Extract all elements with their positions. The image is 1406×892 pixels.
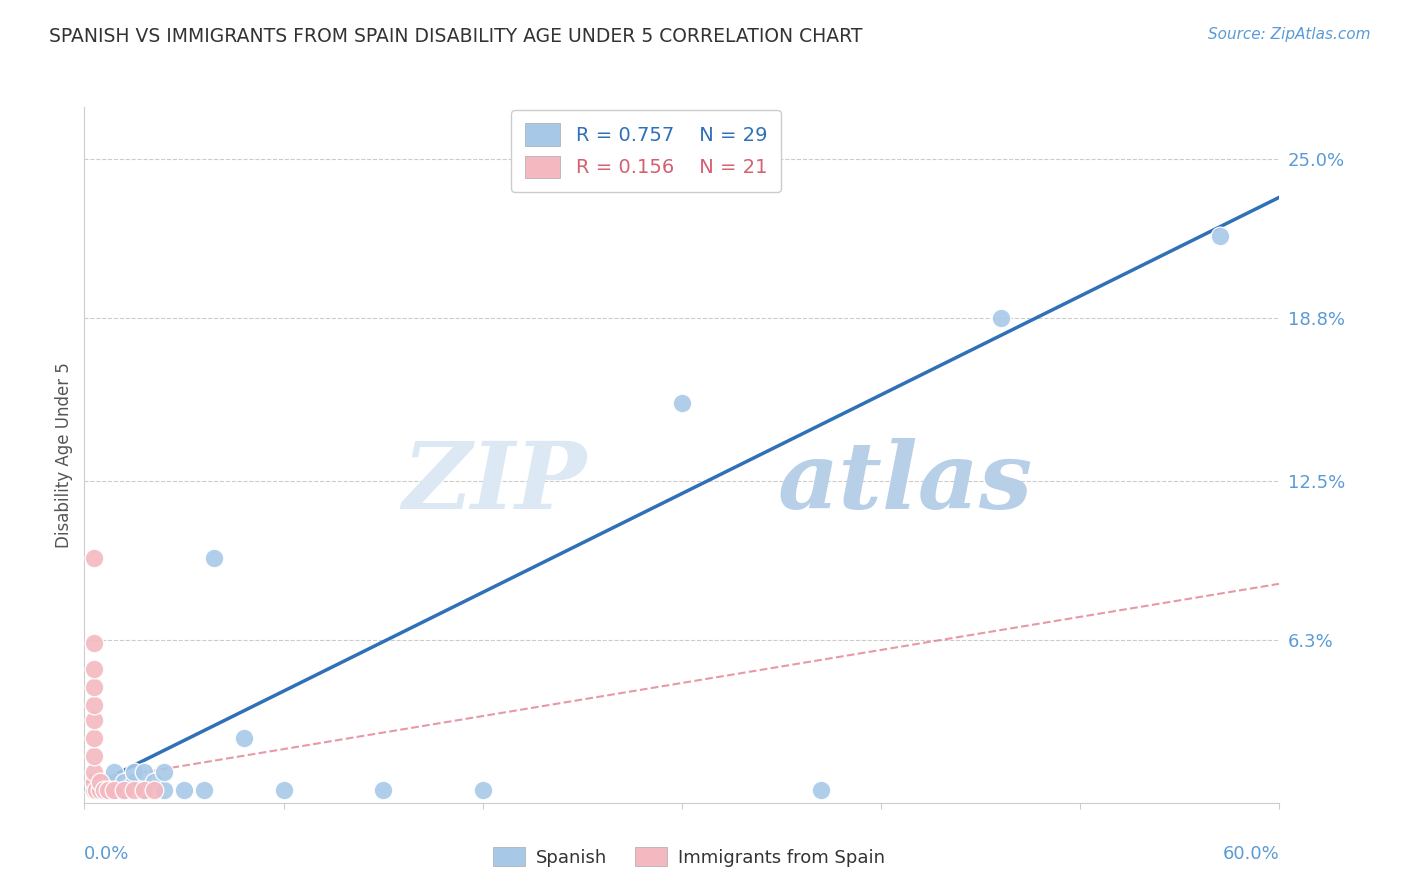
Legend: R = 0.757    N = 29, R = 0.156    N = 21: R = 0.757 N = 29, R = 0.156 N = 21 — [512, 110, 780, 192]
Legend: Spanish, Immigrants from Spain: Spanish, Immigrants from Spain — [485, 840, 893, 874]
Point — [371, 783, 394, 797]
Point — [89, 775, 111, 789]
Point — [97, 783, 120, 797]
Point — [83, 749, 105, 764]
Text: 60.0%: 60.0% — [1223, 845, 1279, 863]
Text: atlas: atlas — [778, 438, 1033, 528]
Point — [103, 783, 125, 797]
Text: Source: ZipAtlas.com: Source: ZipAtlas.com — [1208, 27, 1371, 42]
Point — [89, 783, 111, 797]
Point — [86, 783, 108, 797]
Point — [93, 783, 115, 797]
Point — [810, 783, 832, 797]
Text: 0.0%: 0.0% — [84, 845, 129, 863]
Point — [97, 783, 120, 797]
Point — [232, 731, 254, 746]
Point — [132, 764, 156, 779]
Point — [122, 783, 145, 797]
Point — [112, 783, 135, 797]
Text: SPANISH VS IMMIGRANTS FROM SPAIN DISABILITY AGE UNDER 5 CORRELATION CHART: SPANISH VS IMMIGRANTS FROM SPAIN DISABIL… — [49, 27, 863, 45]
Point — [89, 783, 111, 797]
Point — [103, 775, 125, 789]
Point — [132, 783, 156, 797]
Point — [83, 764, 105, 779]
Point — [471, 783, 494, 797]
Point — [202, 551, 225, 566]
Point — [273, 783, 295, 797]
Point — [103, 783, 125, 797]
Point — [83, 680, 105, 694]
Point — [1208, 228, 1232, 243]
Point — [153, 764, 176, 779]
Point — [990, 311, 1012, 326]
Point — [83, 783, 105, 797]
Point — [83, 783, 105, 797]
Point — [143, 775, 166, 789]
Point — [83, 698, 105, 712]
Point — [83, 775, 105, 789]
Point — [93, 783, 115, 797]
Point — [93, 775, 115, 789]
Point — [153, 783, 176, 797]
Point — [671, 396, 693, 410]
Point — [132, 783, 156, 797]
Point — [112, 775, 135, 789]
Point — [103, 764, 125, 779]
Point — [89, 775, 111, 789]
Point — [173, 783, 195, 797]
Point — [143, 783, 166, 797]
Text: ZIP: ZIP — [402, 438, 586, 528]
Point — [83, 551, 105, 566]
Point — [193, 783, 215, 797]
Point — [83, 636, 105, 650]
Point — [83, 731, 105, 746]
Point — [122, 775, 145, 789]
Y-axis label: Disability Age Under 5: Disability Age Under 5 — [55, 362, 73, 548]
Point — [112, 783, 135, 797]
Point — [122, 764, 145, 779]
Point — [83, 714, 105, 728]
Point — [83, 662, 105, 676]
